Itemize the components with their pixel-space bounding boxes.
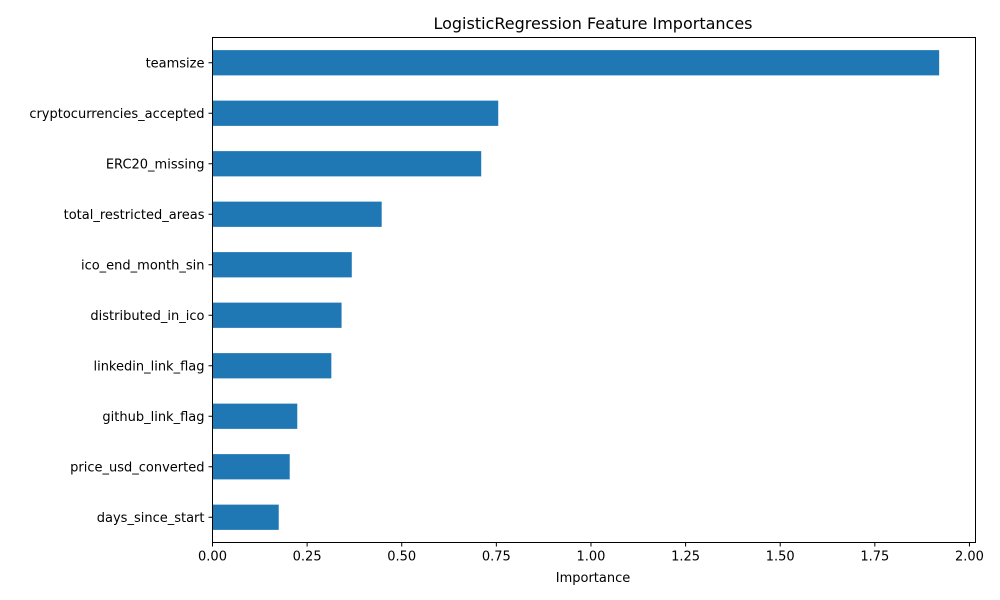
bar-github_link_flag bbox=[212, 403, 298, 429]
bar-teamsize bbox=[212, 50, 940, 76]
y-tick-label: github_link_flag bbox=[102, 410, 204, 425]
x-tick-label: 1.00 bbox=[576, 550, 605, 565]
y-tick-label: ERC20_missing bbox=[106, 157, 205, 172]
y-tick-label: price_usd_converted bbox=[70, 460, 204, 475]
x-tick-label: 0.00 bbox=[198, 550, 227, 565]
y-tick-label: total_restricted_areas bbox=[64, 208, 205, 223]
x-tick-label: 2.00 bbox=[955, 550, 984, 565]
bar-linkedin_link_flag bbox=[212, 353, 332, 379]
x-tick-label: 1.50 bbox=[766, 550, 795, 565]
bar-days_since_start bbox=[212, 504, 279, 530]
y-axis-ticks: teamsize cryptocurrencies_accepted ERC20_m… bbox=[29, 56, 213, 526]
y-tick-label: days_since_start bbox=[97, 511, 205, 526]
x-axis-label: Importance bbox=[556, 571, 631, 586]
x-tick-label: 1.75 bbox=[860, 550, 889, 565]
x-tick-label: 0.75 bbox=[482, 550, 511, 565]
y-tick-label: teamsize bbox=[146, 56, 205, 71]
y-tick-label: distributed_in_ico bbox=[90, 309, 204, 324]
y-tick-label: ico_end_month_sin bbox=[81, 258, 205, 273]
bar-ERC20_missing bbox=[212, 151, 482, 177]
chart-title: LogisticRegression Feature Importances bbox=[433, 14, 752, 33]
x-tick-label: 0.25 bbox=[293, 550, 322, 565]
bar-cryptocurrencies_accepted bbox=[212, 100, 499, 126]
x-tick-label: 0.50 bbox=[387, 550, 416, 565]
y-tick-label: linkedin_link_flag bbox=[93, 359, 204, 374]
y-tick-label: cryptocurrencies_accepted bbox=[29, 107, 204, 122]
plot-frame bbox=[212, 37, 976, 543]
bar-price_usd_converted bbox=[212, 454, 290, 480]
bar-total_restricted_areas bbox=[212, 201, 382, 227]
bar-ico_end_month_sin bbox=[212, 252, 352, 278]
x-axis-ticks: 0.00 0.25 0.50 0.75 1.00 1.25 1.50 1.75 2.00 bbox=[198, 542, 984, 565]
bars-group bbox=[212, 50, 940, 530]
bar-distributed_in_ico bbox=[212, 302, 342, 328]
x-tick-label: 1.25 bbox=[671, 550, 700, 565]
